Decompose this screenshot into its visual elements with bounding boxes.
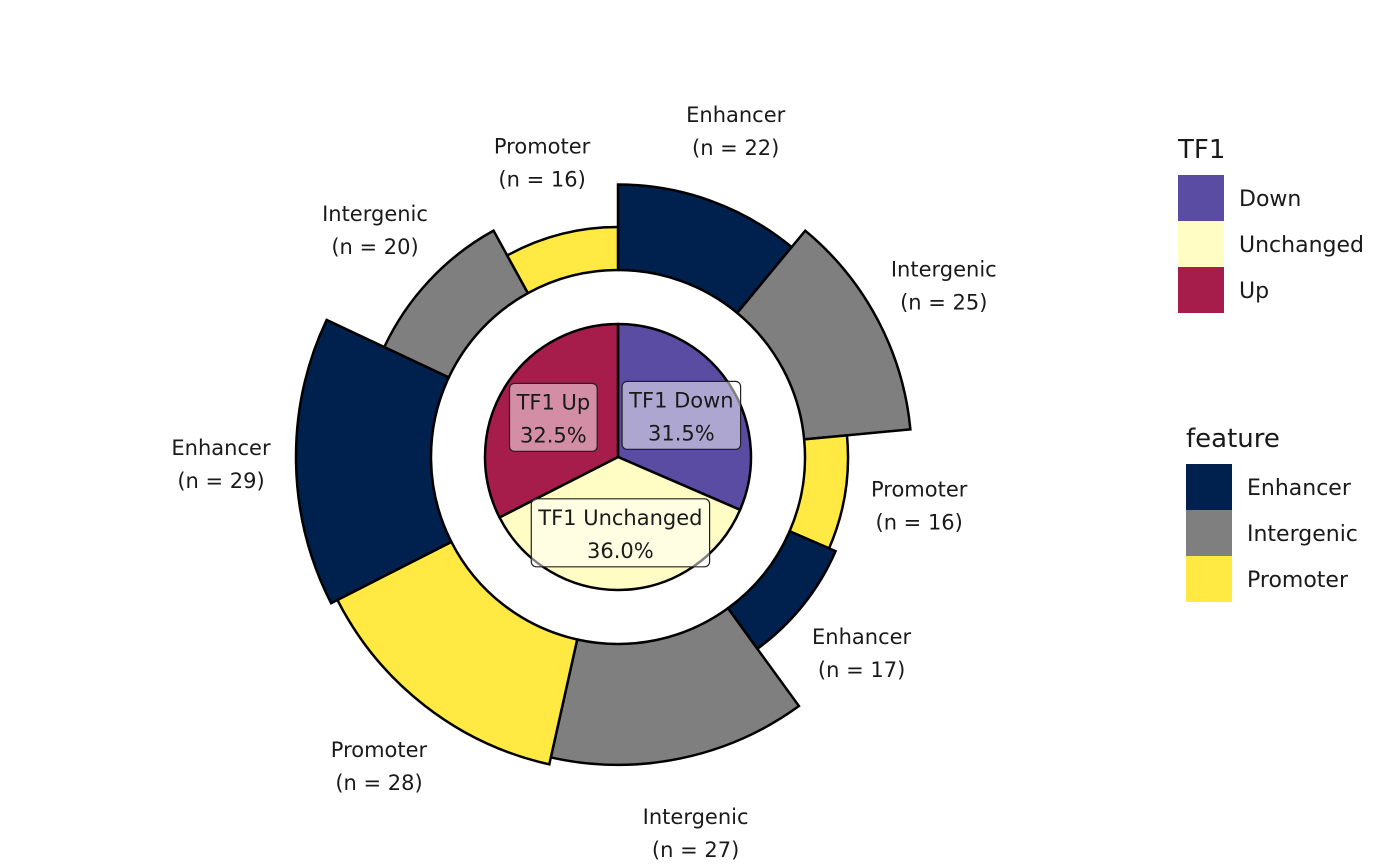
- outer-segment-count-label: (n = 17): [818, 658, 905, 682]
- outer-segment-count-label: (n = 25): [900, 291, 987, 315]
- outer-segment-count-label: (n = 16): [498, 168, 585, 192]
- legend-item-label: Enhancer: [1247, 476, 1352, 501]
- legend-item-label: Promoter: [1247, 568, 1349, 593]
- outer-segment-label: Intergenic: [891, 258, 997, 282]
- outer-segment-label: Promoter: [871, 478, 968, 502]
- outer-segment-label: Enhancer: [171, 436, 271, 460]
- outer-ring: [294, 183, 912, 767]
- legend-key: [1178, 221, 1224, 267]
- legend-key: [1186, 556, 1232, 602]
- outer-segment-labels: Enhancer (n = 22) Intergenic (n = 25) Promot…: [171, 103, 996, 862]
- outer-segment-count-label: (n = 16): [876, 511, 963, 535]
- outer-segment-count-label: (n = 28): [335, 771, 422, 795]
- legend-tf1: TF1 Down Unchanged Up: [1177, 135, 1364, 313]
- outer-segment-count-label: (n = 27): [652, 838, 739, 862]
- legend-item-label: Up: [1239, 279, 1269, 304]
- legend-key: [1178, 175, 1224, 221]
- legend-item-label: Unchanged: [1239, 233, 1364, 258]
- legend-key: [1186, 510, 1232, 556]
- inner-label-percent: 32.5%: [520, 423, 587, 447]
- outer-segment-label: Intergenic: [322, 202, 428, 226]
- inner-label-name: TF1 Unchanged: [537, 506, 702, 530]
- inner-label-box: [508, 382, 598, 452]
- outer-segment-count-label: (n = 22): [692, 136, 779, 160]
- outer-segment-label: Promoter: [331, 738, 428, 762]
- inner-label-box: [621, 380, 742, 450]
- legend-feature: feature Enhancer Intergenic Promoter: [1186, 424, 1358, 602]
- inner-label-percent: 31.5%: [648, 421, 715, 445]
- outer-segment-label: Promoter: [494, 135, 591, 159]
- inner-label-down: TF1 Down 31.5%: [621, 380, 742, 450]
- legends: TF1 Down Unchanged Up feature Enhancer Interge…: [1177, 135, 1364, 602]
- outer-segment-up-promoter: [505, 225, 620, 295]
- inner-label-name: TF1 Down: [628, 388, 733, 412]
- outer-segment-label: Enhancer: [686, 103, 786, 127]
- legend-item-label: Down: [1239, 187, 1301, 212]
- outer-segment-count-label: (n = 29): [177, 469, 264, 493]
- legend-key: [1178, 267, 1224, 313]
- inner-label-percent: 36.0%: [587, 539, 654, 563]
- inner-label-box: [530, 498, 711, 568]
- legend-title: feature: [1186, 424, 1280, 454]
- inner-category-labels: TF1 Down 31.5% TF1 Unchanged 36.0% TF1 Up 32.…: [508, 380, 742, 568]
- inner-label-name: TF1 Up: [516, 390, 591, 414]
- outer-segment-label: Intergenic: [643, 805, 749, 829]
- outer-segment-down-intergenic: [735, 228, 912, 441]
- legend-key: [1186, 464, 1232, 510]
- outer-segment-label: Enhancer: [812, 625, 912, 649]
- outer-segment-up-enhancer: [294, 318, 454, 605]
- legend-title: TF1: [1177, 135, 1225, 165]
- inner-label-unchanged: TF1 Unchanged 36.0%: [530, 498, 711, 568]
- outer-segment-up-intergenic: [382, 228, 530, 380]
- outer-segment-count-label: (n = 20): [331, 235, 418, 259]
- inner-label-up: TF1 Up 32.5%: [508, 382, 598, 452]
- outer-segment-down-promoter: [787, 433, 850, 550]
- legend-item-label: Intergenic: [1247, 522, 1358, 547]
